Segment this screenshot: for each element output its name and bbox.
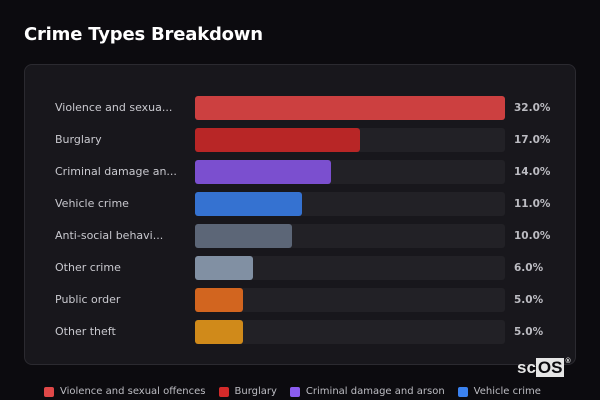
watermark-sc: sc [517, 358, 536, 377]
bar-track [195, 256, 505, 280]
bar-row: Other crime 6.0% [25, 256, 575, 280]
bar-row: Vehicle crime 11.0% [25, 192, 575, 216]
bar-track [195, 224, 505, 248]
bar-value: 11.0% [514, 198, 551, 210]
bar-label: Burglary [55, 133, 102, 146]
bar-label: Vehicle crime [55, 197, 129, 210]
bar-fill[interactable] [195, 96, 505, 120]
chart-panel: Violence and sexua... 32.0% Burglary 17.0% C… [24, 64, 576, 365]
chart-title: Crime Types Breakdown [24, 24, 263, 45]
bar-value: 5.0% [514, 326, 544, 338]
registered-mark-icon: ® [565, 358, 571, 365]
bar-row: Burglary 17.0% [25, 128, 575, 152]
bar-fill[interactable] [195, 320, 243, 344]
legend-label: Vehicle crime [473, 386, 541, 397]
legend-swatch-icon [289, 386, 300, 397]
bar-track [195, 192, 505, 216]
bar-value: 5.0% [514, 294, 544, 306]
bar-fill[interactable] [195, 160, 331, 184]
chart-legend: Violence and sexual offences Burglary Crim… [44, 386, 554, 397]
bar-row: Violence and sexua... 32.0% [25, 96, 575, 120]
bar-track [195, 288, 505, 312]
bar-value: 14.0% [514, 166, 551, 178]
scos-watermark-logo: sc OS ® [517, 358, 571, 377]
bar-fill[interactable] [195, 256, 253, 280]
bar-label: Public order [55, 293, 121, 306]
bar-label: Violence and sexua... [55, 101, 173, 114]
legend-item[interactable]: Vehicle crime [457, 386, 541, 397]
legend-label: Burglary [234, 386, 277, 397]
legend-label: Violence and sexual offences [60, 386, 206, 397]
bar-value: 32.0% [514, 102, 551, 114]
bar-label: Other crime [55, 261, 121, 274]
bar-fill[interactable] [195, 224, 292, 248]
bar-fill[interactable] [195, 128, 360, 152]
bar-track [195, 96, 505, 120]
legend-swatch-icon [44, 386, 54, 397]
bar-track [195, 320, 505, 344]
bar-row: Criminal damage an... 14.0% [25, 160, 575, 184]
legend-swatch-icon [218, 386, 229, 397]
bar-value: 10.0% [514, 230, 551, 242]
bar-label: Criminal damage an... [55, 165, 177, 178]
bar-label: Other theft [55, 325, 116, 338]
legend-swatch-icon [457, 386, 468, 397]
legend-item[interactable]: Violence and sexual offences [44, 386, 206, 397]
legend-item[interactable]: Criminal damage and arson [289, 386, 445, 397]
bar-track [195, 160, 505, 184]
bar-fill[interactable] [195, 192, 302, 216]
watermark-os: OS [535, 358, 565, 377]
bar-row: Public order 5.0% [25, 288, 575, 312]
bar-label: Anti-social behavi... [55, 229, 164, 242]
legend-item[interactable]: Burglary [218, 386, 277, 397]
bar-value: 17.0% [514, 134, 551, 146]
legend-label: Criminal damage and arson [305, 386, 445, 397]
bar-row: Anti-social behavi... 10.0% [25, 224, 575, 248]
bar-row: Other theft 5.0% [25, 320, 575, 344]
bar-fill[interactable] [195, 288, 243, 312]
bar-track [195, 128, 505, 152]
bar-value: 6.0% [514, 262, 544, 274]
